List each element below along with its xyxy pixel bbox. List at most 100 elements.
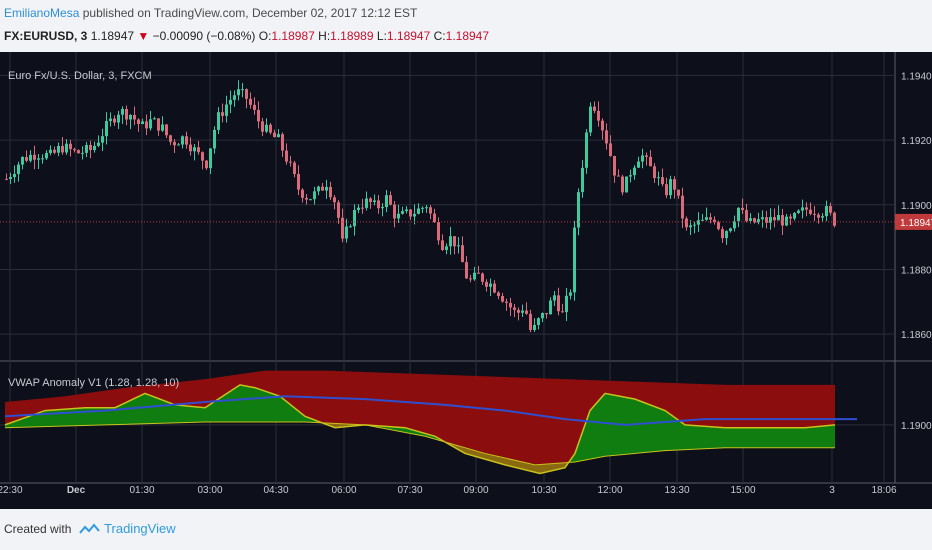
current-price-tag — [895, 213, 932, 230]
publish-text: published on TradingView.com, December 0… — [82, 6, 418, 20]
x-tick-label: 15:00 — [730, 485, 755, 496]
candle-body — [37, 158, 40, 160]
candle-body — [109, 118, 112, 122]
candle-body — [613, 155, 616, 176]
candle-body — [749, 218, 752, 221]
candle-body — [25, 157, 28, 161]
candle-body — [345, 226, 348, 239]
candle-body — [545, 313, 548, 315]
candle-body — [733, 221, 736, 229]
candle-body — [641, 155, 644, 162]
candle-body — [469, 278, 472, 280]
candle-body — [461, 245, 464, 263]
candle-body — [597, 110, 600, 121]
candle-body — [317, 186, 320, 192]
candle-body — [265, 124, 268, 132]
candle-body — [365, 198, 368, 208]
tradingview-logo-icon — [78, 523, 100, 534]
candle-body — [373, 200, 376, 203]
symbol: FX:EURUSD, 3 — [4, 29, 88, 43]
candle-body — [305, 197, 308, 200]
candle-body — [617, 175, 620, 177]
candle-body — [729, 228, 732, 232]
candle-body — [825, 206, 828, 217]
candle-body — [277, 134, 280, 138]
candle-body — [657, 177, 660, 179]
candle-body — [165, 124, 168, 136]
candle-body — [429, 207, 432, 214]
candle-body — [101, 136, 104, 143]
candle-body — [229, 99, 232, 105]
candle-body — [297, 173, 300, 190]
author-link[interactable]: EmilianoMesa — [4, 6, 80, 20]
candle-body — [393, 204, 396, 219]
ohlc-line: FX:EURUSD, 3 1.18947 ▼ −0.00090 (−0.08%)… — [4, 29, 489, 43]
candle-body — [605, 130, 608, 144]
candle-body — [313, 191, 316, 200]
candle-body — [633, 167, 636, 176]
candle-body — [249, 98, 252, 105]
candle-body — [217, 112, 220, 130]
candle-body — [589, 106, 592, 133]
low-label: L: — [376, 29, 387, 43]
candle-body — [181, 136, 184, 145]
chart-area[interactable]: Euro Fx/U.S. Dollar, 3, FXCM VWAP Anomal… — [0, 52, 932, 509]
candle-body — [753, 218, 756, 223]
y-tick-label: 1.19200 — [901, 136, 932, 147]
candle-body — [221, 112, 224, 116]
candle-body — [293, 162, 296, 174]
candle-body — [497, 292, 500, 297]
candle-body — [757, 219, 760, 223]
candle-body — [113, 118, 116, 123]
candle-body — [93, 145, 96, 151]
candle-body — [433, 213, 436, 223]
candle-body — [465, 262, 468, 279]
candle-body — [593, 106, 596, 111]
candle-body — [809, 209, 812, 214]
candle-body — [353, 209, 356, 227]
candle-body — [185, 136, 188, 145]
candle-body — [457, 245, 460, 247]
candle-body — [705, 217, 708, 220]
candle-body — [153, 118, 156, 120]
candle-body — [701, 219, 704, 221]
price-line-ind — [4, 384, 836, 475]
candle-body — [677, 189, 680, 196]
upper-band-fill — [5, 370, 835, 465]
candle-body — [681, 195, 684, 219]
close-label: C: — [433, 29, 446, 43]
current-price-label: 1.18947 — [900, 218, 932, 229]
candle-body — [197, 147, 200, 153]
x-tick-label: 01:30 — [129, 485, 154, 496]
candle-body — [765, 217, 768, 223]
y-tick-label: 1.18600 — [901, 330, 932, 341]
candle-body — [13, 173, 16, 178]
chart-svg[interactable]: Euro Fx/U.S. Dollar, 3, FXCM VWAP Anomal… — [0, 52, 932, 509]
y-tick-label: 1.18800 — [901, 265, 932, 276]
candle-body — [453, 236, 456, 247]
x-tick-label: 12:00 — [597, 485, 622, 496]
candle-body — [761, 217, 764, 220]
lower-band-line — [4, 421, 835, 466]
candle-body — [793, 212, 796, 219]
candle-body — [789, 216, 792, 219]
candle-body — [577, 192, 580, 228]
x-tick-label: 13:30 — [664, 485, 689, 496]
candle-body — [105, 121, 108, 137]
candle-body — [801, 207, 804, 211]
candles — [0, 80, 895, 333]
candle-body — [417, 208, 420, 214]
candle-body — [205, 160, 208, 169]
candle-body — [717, 222, 720, 230]
candle-body — [245, 89, 248, 99]
y-tick-label: 1.19000 — [901, 201, 932, 212]
candle-body — [129, 114, 132, 120]
candle-body — [361, 207, 364, 209]
candle-body — [253, 104, 256, 110]
candle-body — [189, 144, 192, 152]
candle-body — [233, 95, 236, 100]
candle-body — [333, 197, 336, 203]
tradingview-brand-link[interactable]: TradingView — [104, 521, 176, 536]
candle-body — [401, 211, 404, 214]
candle-body — [389, 195, 392, 205]
